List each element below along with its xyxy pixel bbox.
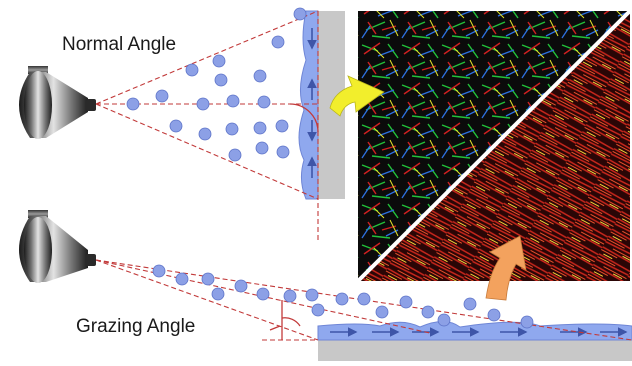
spray-droplet: [253, 69, 267, 83]
horizontal-liquid-film: [317, 321, 632, 341]
spray-droplet: [225, 122, 239, 136]
spray-droplet: [275, 119, 289, 133]
spray-cone-line: [95, 259, 319, 341]
spray-droplet: [276, 145, 290, 159]
spray-cone-line: [95, 103, 319, 200]
horizontal-substrate: [318, 340, 632, 361]
spray-droplet: [487, 308, 501, 322]
spray-droplet: [293, 7, 307, 21]
yellow-arrow: [329, 75, 385, 117]
grazing-angle-arc: [281, 317, 301, 327]
vertical-liquid-film: [298, 10, 319, 200]
spray-droplet: [257, 95, 271, 109]
spray-droplet: [214, 73, 228, 87]
spray-droplet: [311, 303, 325, 317]
spray-droplet: [228, 148, 242, 162]
spray-droplet: [201, 272, 215, 286]
nozzle-cap: [28, 66, 48, 74]
spray-droplet: [169, 119, 183, 133]
angle-tick: [269, 325, 281, 331]
spray-droplet: [185, 63, 199, 77]
spray-droplet: [256, 287, 270, 301]
nozzle-base: [24, 217, 52, 283]
spray-nozzle-icon: [19, 210, 96, 283]
spray-droplet: [335, 292, 349, 306]
spray-droplet: [271, 35, 285, 49]
spray-droplet: [255, 141, 269, 155]
spray-droplet: [437, 313, 451, 327]
spray-droplet: [399, 295, 413, 309]
spray-droplet: [253, 121, 267, 135]
spray-droplet: [283, 289, 297, 303]
orange-arrow: [485, 235, 527, 301]
spray-droplet: [211, 287, 225, 301]
spray-droplet: [198, 127, 212, 141]
grazing-angle-label: Grazing Angle: [76, 316, 196, 337]
normal-angle-label: Normal Angle: [62, 34, 177, 55]
micrograph-diagonal-divider: [356, 9, 632, 283]
spray-droplet: [196, 97, 210, 111]
spray-droplet: [357, 292, 371, 306]
spray-cone-line: [95, 10, 319, 105]
spray-nozzle-icon: [19, 66, 96, 139]
spray-droplet: [305, 288, 319, 302]
spray-droplet: [520, 315, 534, 329]
spray-droplet: [375, 305, 389, 319]
spray-droplet: [226, 94, 240, 108]
nozzle-cap: [28, 210, 48, 218]
nozzle-tip: [86, 254, 96, 266]
nozzle-base: [24, 71, 52, 139]
spray-droplet: [155, 89, 169, 103]
spray-droplet: [212, 54, 226, 68]
spray-droplet: [421, 305, 435, 319]
spray-droplet: [234, 279, 248, 293]
micrograph-panel: [356, 9, 632, 283]
normal-angle-arc: [289, 103, 319, 133]
spray-droplet: [152, 264, 166, 278]
spray-cone-line: [95, 259, 632, 341]
spray-droplet: [175, 272, 189, 286]
spray-droplet: [126, 97, 140, 111]
spray-droplet: [463, 297, 477, 311]
nozzle-tip: [86, 99, 96, 111]
